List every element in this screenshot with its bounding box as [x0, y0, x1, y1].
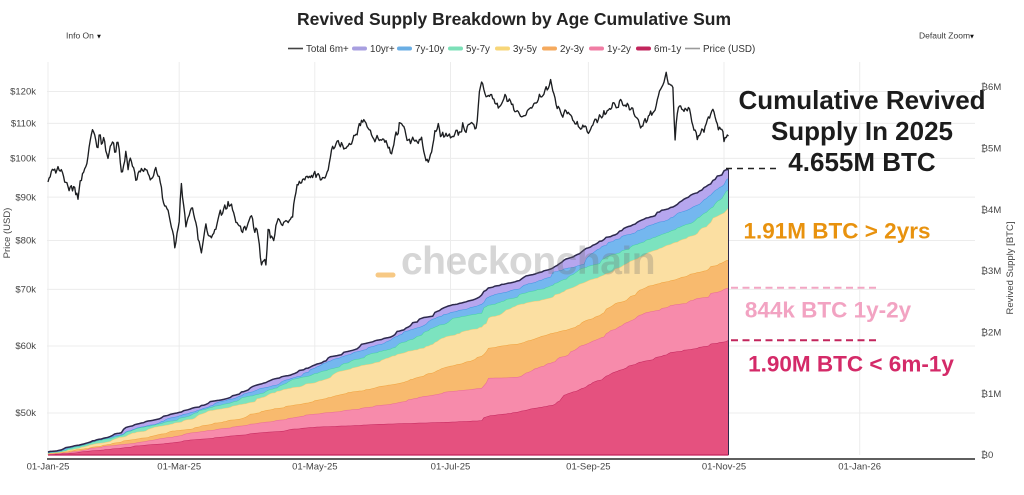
svg-text:₿2M: ₿2M — [981, 328, 1001, 339]
svg-text:$60k: $60k — [15, 341, 36, 352]
svg-text:Total 6m+: Total 6m+ — [306, 44, 349, 55]
svg-text:2y-3y: 2y-3y — [560, 44, 584, 55]
svg-text:4.655M BTC: 4.655M BTC — [788, 147, 936, 177]
svg-text:Supply In 2025: Supply In 2025 — [771, 116, 953, 146]
svg-text:Revived Supply [BTC]: Revived Supply [BTC] — [1005, 222, 1016, 315]
svg-text:₿5M: ₿5M — [981, 144, 1001, 155]
svg-text:checkonchain: checkonchain — [401, 240, 655, 283]
svg-text:01-Jul-25: 01-Jul-25 — [431, 462, 471, 473]
svg-text:$110k: $110k — [11, 119, 36, 130]
svg-text:Info On: Info On — [66, 31, 94, 41]
svg-text:10yr+: 10yr+ — [370, 44, 395, 55]
svg-text:₿4M: ₿4M — [981, 205, 1001, 216]
svg-text:1.90M BTC < 6m-1y: 1.90M BTC < 6m-1y — [748, 352, 954, 377]
svg-text:₿0: ₿0 — [981, 450, 993, 461]
svg-text:Cumulative Revived: Cumulative Revived — [738, 85, 985, 115]
svg-text:$120k: $120k — [10, 87, 36, 98]
svg-text:$90k: $90k — [15, 192, 36, 203]
svg-text:Price (USD): Price (USD) — [2, 208, 13, 259]
svg-text:₿6M: ₿6M — [981, 82, 1001, 93]
svg-text:Revived Supply Breakdown by Ag: Revived Supply Breakdown by Age Cumulati… — [297, 9, 731, 29]
svg-text:Price (USD): Price (USD) — [703, 44, 755, 55]
svg-text:1.91M BTC > 2yrs: 1.91M BTC > 2yrs — [744, 219, 931, 244]
svg-text:6m-1y: 6m-1y — [654, 44, 681, 55]
svg-text:₿3M: ₿3M — [981, 266, 1001, 277]
svg-text:1y-2y: 1y-2y — [607, 44, 631, 55]
svg-text:▼: ▼ — [969, 34, 975, 41]
svg-text:$50k: $50k — [15, 408, 36, 419]
svg-text:01-Nov-25: 01-Nov-25 — [702, 462, 746, 473]
svg-text:$100k: $100k — [10, 154, 36, 165]
svg-text:01-Sep-25: 01-Sep-25 — [566, 462, 610, 473]
svg-text:7y-10y: 7y-10y — [415, 44, 445, 55]
svg-text:$80k: $80k — [15, 236, 36, 247]
svg-text:₿1M: ₿1M — [981, 389, 1001, 400]
svg-text:01-Mar-25: 01-Mar-25 — [157, 462, 201, 473]
svg-text:Default Zoom: Default Zoom — [919, 31, 970, 41]
svg-text:01-Jan-26: 01-Jan-26 — [838, 462, 881, 473]
svg-text:5y-7y: 5y-7y — [466, 44, 490, 55]
svg-text:01-May-25: 01-May-25 — [292, 462, 337, 473]
svg-text:3y-5y: 3y-5y — [513, 44, 537, 55]
svg-text:844k BTC 1y-2y: 844k BTC 1y-2y — [745, 298, 912, 323]
svg-text:01-Jan-25: 01-Jan-25 — [27, 462, 70, 473]
svg-text:$70k: $70k — [15, 285, 36, 296]
svg-text:▼: ▼ — [96, 34, 102, 41]
